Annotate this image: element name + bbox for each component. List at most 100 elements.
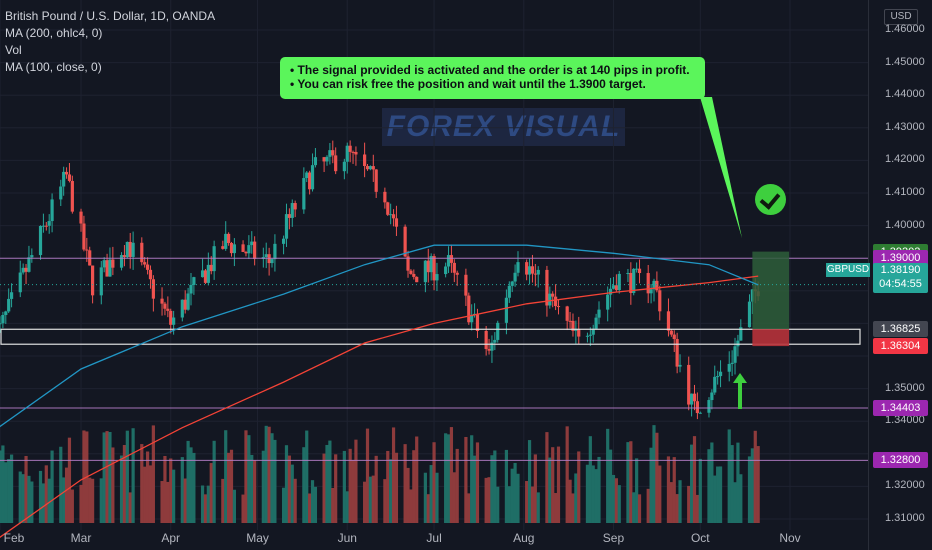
candle-body bbox=[739, 327, 743, 341]
candle-body bbox=[163, 303, 167, 309]
volume-bar bbox=[510, 468, 514, 523]
volume-bar bbox=[391, 427, 396, 523]
candle-body bbox=[308, 172, 312, 190]
volume-bar bbox=[577, 451, 581, 523]
y-tick-label: 1.35000 bbox=[885, 381, 925, 394]
candle-body bbox=[669, 330, 673, 335]
volume-bar bbox=[753, 430, 757, 523]
volume-bar bbox=[293, 478, 297, 523]
volume-bar bbox=[374, 455, 378, 523]
candle-body bbox=[108, 259, 112, 277]
volume-bar bbox=[635, 458, 639, 523]
price-label: 1.36825 bbox=[873, 321, 928, 338]
callout-line-1: • The signal provided is activated and t… bbox=[290, 63, 690, 77]
volume-bar bbox=[394, 452, 399, 523]
legend-ma200[interactable]: MA (200, ohlc4, 0) bbox=[5, 26, 103, 40]
volume-bar bbox=[687, 485, 691, 523]
legend-ma100[interactable]: MA (100, close, 0) bbox=[5, 60, 102, 74]
candle-body bbox=[62, 171, 66, 187]
y-tick-label: 1.45000 bbox=[885, 55, 925, 68]
volume-bar bbox=[475, 442, 480, 523]
volume-bar bbox=[70, 489, 74, 523]
volume-bar bbox=[516, 473, 520, 523]
candle-body bbox=[200, 270, 205, 278]
candle-body bbox=[145, 264, 150, 270]
candle-body bbox=[432, 256, 436, 281]
volume-bar bbox=[62, 477, 66, 523]
volume-bar bbox=[302, 447, 306, 523]
volume-bar bbox=[227, 452, 231, 523]
volume-bar bbox=[695, 494, 699, 523]
volume-bar bbox=[331, 487, 335, 523]
candle-body bbox=[354, 151, 358, 155]
volume-bar bbox=[166, 481, 170, 523]
candle-body bbox=[658, 290, 662, 312]
candle-body bbox=[363, 154, 367, 167]
volume-bar bbox=[111, 447, 115, 523]
candle-body bbox=[614, 285, 618, 291]
candle-body bbox=[467, 295, 471, 323]
candle-body bbox=[284, 214, 289, 239]
volume-bar bbox=[148, 465, 153, 523]
volume-bar bbox=[493, 450, 497, 523]
candle-body bbox=[649, 289, 653, 294]
checkmark-icon bbox=[755, 184, 786, 215]
volume-bar bbox=[310, 480, 315, 523]
candle-body bbox=[394, 218, 399, 227]
volume-bar bbox=[334, 454, 338, 523]
candle-body bbox=[374, 169, 378, 192]
price-label: 1.32800 bbox=[873, 452, 928, 469]
candle-body bbox=[122, 255, 127, 258]
candle-body bbox=[85, 249, 89, 251]
candle-body bbox=[545, 269, 549, 306]
volume-bar bbox=[99, 478, 103, 523]
candle-body bbox=[18, 272, 22, 293]
volume-bar bbox=[44, 465, 48, 523]
candle-body bbox=[172, 317, 176, 325]
candle-body bbox=[510, 281, 514, 286]
volume-bar bbox=[710, 442, 714, 523]
volume-bar bbox=[267, 426, 271, 523]
volume-bar bbox=[273, 439, 277, 523]
candle-body bbox=[678, 364, 682, 367]
price-chart[interactable] bbox=[0, 0, 868, 550]
candle-body bbox=[91, 265, 95, 296]
volume-bar bbox=[365, 428, 370, 523]
price-label: 1.39000 bbox=[873, 250, 928, 267]
volume-bar bbox=[212, 440, 216, 523]
volume-bar bbox=[371, 475, 375, 523]
volume-bar bbox=[484, 477, 488, 523]
volume-bar bbox=[707, 449, 711, 523]
legend-title[interactable]: British Pound / U.S. Dollar, 1D, OANDA bbox=[5, 9, 216, 23]
volume-bar bbox=[241, 494, 245, 523]
legend-vol[interactable]: Vol bbox=[5, 43, 22, 57]
volume-bar bbox=[525, 481, 529, 523]
support-zone bbox=[0, 328, 861, 345]
candle-body bbox=[409, 270, 413, 274]
candle-body bbox=[577, 329, 581, 337]
volume-bar bbox=[342, 450, 346, 523]
candle-body bbox=[496, 322, 500, 340]
candle-body bbox=[507, 285, 511, 298]
candle-body bbox=[67, 174, 72, 181]
candle-body bbox=[444, 266, 448, 275]
candle-body bbox=[99, 267, 103, 296]
candle-body bbox=[105, 260, 109, 277]
volume-bar bbox=[59, 446, 63, 523]
candle-body bbox=[637, 268, 642, 274]
candle-body bbox=[30, 255, 34, 258]
volume-bar bbox=[125, 430, 129, 523]
volume-bar bbox=[351, 459, 355, 523]
symbol-tag: GBPUSD bbox=[826, 263, 870, 277]
volume-bar bbox=[0, 450, 2, 523]
volume-bar bbox=[655, 432, 659, 523]
currency-label[interactable]: USD bbox=[884, 9, 918, 25]
candle-body bbox=[446, 255, 451, 267]
candle-body bbox=[525, 262, 529, 275]
ma100-line bbox=[0, 244, 759, 428]
candle-body bbox=[687, 364, 691, 405]
volume-bar bbox=[9, 454, 14, 523]
volume-bar bbox=[536, 492, 540, 523]
candle-body bbox=[412, 273, 416, 277]
volume-bar bbox=[646, 488, 650, 523]
